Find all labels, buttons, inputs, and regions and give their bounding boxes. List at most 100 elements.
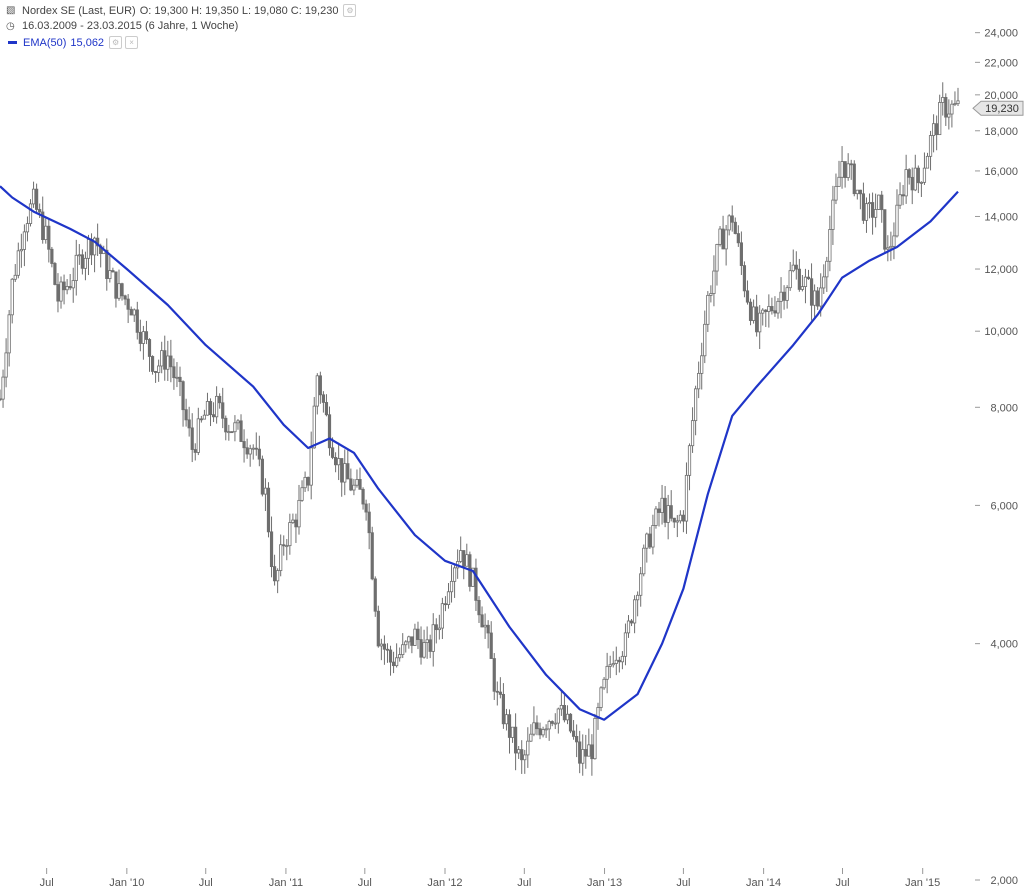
price-candle bbox=[895, 204, 899, 237]
price-candle bbox=[92, 237, 97, 256]
price-candle bbox=[514, 726, 518, 754]
price-candle bbox=[950, 103, 954, 115]
ema-settings-icon[interactable]: ⚙ bbox=[109, 36, 123, 49]
price-candle bbox=[407, 636, 411, 643]
price-candle bbox=[230, 431, 234, 434]
price-candle bbox=[608, 664, 612, 667]
period-text: 16.03.2009 - 23.03.2015 (6 Jahre, 1 Woch… bbox=[22, 20, 239, 32]
price-candle bbox=[59, 281, 63, 302]
price-candle bbox=[245, 447, 249, 455]
price-candle bbox=[938, 102, 942, 136]
price-candle bbox=[38, 209, 42, 213]
price-candle bbox=[135, 309, 139, 333]
price-candle bbox=[358, 479, 362, 490]
price-candle bbox=[465, 554, 469, 567]
price-candle bbox=[822, 276, 826, 289]
candlestick-icon: ▧ bbox=[6, 5, 16, 16]
price-candle bbox=[483, 624, 487, 628]
price-candle bbox=[294, 519, 298, 528]
price-candle bbox=[111, 270, 115, 273]
y-tick-label: 18,000 bbox=[984, 126, 1018, 138]
last-price-label: 19,230 bbox=[985, 103, 1019, 115]
price-candle bbox=[730, 215, 734, 223]
price-candle bbox=[779, 291, 783, 302]
price-candle bbox=[568, 713, 573, 732]
price-candle bbox=[892, 235, 896, 247]
price-candle bbox=[10, 278, 14, 316]
price-candle bbox=[224, 417, 228, 433]
price-candle bbox=[721, 228, 725, 250]
ema-legend-swatch bbox=[8, 41, 17, 44]
price-candle bbox=[709, 293, 713, 296]
price-candle bbox=[831, 199, 835, 230]
price-candle bbox=[550, 721, 554, 724]
price-candle bbox=[901, 194, 905, 197]
price-candle bbox=[376, 610, 380, 647]
price-candle bbox=[553, 722, 557, 725]
price-candle bbox=[855, 189, 859, 195]
price-candle bbox=[898, 194, 902, 206]
price-candle bbox=[748, 301, 753, 321]
price-candle bbox=[327, 414, 332, 449]
price-candle bbox=[642, 547, 646, 575]
price-candle bbox=[208, 401, 213, 416]
price-candle bbox=[236, 420, 240, 424]
clock-icon: ◷ bbox=[6, 20, 15, 32]
price-candle bbox=[675, 520, 679, 523]
price-candle bbox=[712, 270, 716, 294]
price-candle bbox=[910, 176, 914, 191]
price-candle bbox=[422, 642, 426, 658]
y-tick-label: 14,000 bbox=[984, 211, 1018, 223]
price-candle bbox=[0, 398, 2, 401]
price-candle bbox=[858, 189, 862, 195]
price-candle bbox=[794, 264, 798, 270]
x-tick-label: Jul bbox=[199, 877, 213, 889]
y-tick-label: 8,000 bbox=[990, 402, 1018, 414]
price-candle bbox=[477, 599, 481, 616]
price-candle bbox=[306, 476, 310, 486]
price-candle bbox=[489, 632, 493, 659]
y-tick-label: 12,000 bbox=[984, 264, 1018, 276]
price-candle bbox=[379, 643, 383, 647]
price-candle bbox=[337, 458, 341, 466]
price-candle bbox=[334, 457, 338, 466]
price-candle bbox=[639, 573, 643, 596]
price-candle bbox=[510, 726, 515, 738]
price-candle bbox=[471, 567, 475, 587]
price-candle bbox=[883, 209, 887, 250]
price-candle bbox=[645, 533, 649, 549]
x-tick-label: Jul bbox=[676, 877, 690, 889]
price-candle bbox=[764, 309, 768, 312]
x-tick-label: Jul bbox=[517, 877, 531, 889]
price-candle bbox=[233, 422, 237, 433]
price-candle bbox=[889, 245, 893, 249]
price-candle bbox=[593, 717, 597, 760]
price-candle bbox=[678, 514, 682, 522]
price-candle bbox=[404, 641, 408, 646]
price-candle bbox=[172, 366, 176, 379]
price-candle bbox=[178, 376, 182, 383]
price-candle bbox=[867, 202, 872, 205]
price-candle bbox=[272, 566, 277, 582]
price-candle bbox=[199, 418, 203, 421]
price-candle bbox=[602, 678, 606, 689]
price-candle bbox=[163, 350, 167, 370]
price-candle bbox=[285, 545, 289, 548]
price-candle bbox=[141, 331, 145, 344]
price-candle bbox=[254, 447, 258, 450]
price-candle bbox=[636, 594, 640, 601]
price-candle bbox=[153, 371, 158, 373]
price-candle bbox=[361, 488, 365, 505]
y-axis: 2,000 4,000 6,000 8,000 10,000 12,000 14,000 16… bbox=[975, 28, 1018, 887]
price-candle bbox=[565, 713, 570, 721]
ema-close-icon[interactable]: × bbox=[125, 36, 139, 49]
price-candle bbox=[495, 690, 499, 693]
ema-line bbox=[0, 185, 959, 721]
price-candle bbox=[166, 355, 170, 370]
price-candle bbox=[117, 283, 121, 299]
settings-icon[interactable]: ⚙ bbox=[343, 4, 357, 17]
price-candle bbox=[648, 533, 652, 548]
price-candle bbox=[300, 487, 304, 501]
